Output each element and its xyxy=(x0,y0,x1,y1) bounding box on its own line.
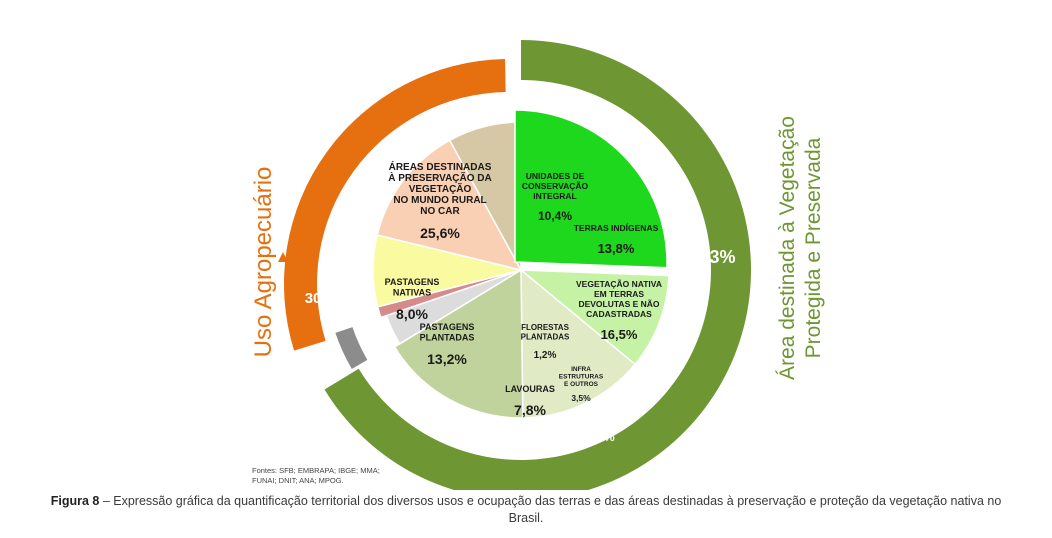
left-arrow-icon xyxy=(278,252,288,262)
right-title-line1: Área destinada à Vegetação xyxy=(776,116,799,380)
outer-value-agro: 30,2% xyxy=(305,290,348,307)
label-car-line: NO CAR xyxy=(420,206,460,217)
caption-label: Figura 8 xyxy=(50,494,100,508)
caption-text: – Expressão gráfica da quantificação ter… xyxy=(99,494,1002,525)
pie-slice-areas-destinadas-a-preservac xyxy=(514,109,668,269)
label-unidades-line: UNIDADES DE xyxy=(526,171,585,181)
label-pastagens-nativas-line: NATIVAS xyxy=(393,288,431,298)
label-terras-line: TERRAS INDÍGENAS xyxy=(574,223,659,233)
source-line-2: FUNAI; DNIT; ANA; MPOG. xyxy=(252,476,344,485)
pie-slice-terras-indigenas xyxy=(520,268,637,419)
label-vegetacao-line: DEVOLUTAS E NÃO xyxy=(578,299,659,309)
pie-slice-pastagens-plantadas xyxy=(376,139,523,272)
label-lavouras-value: 7,8% xyxy=(514,402,546,418)
label-lavouras-line: LAVOURAS xyxy=(505,384,555,394)
label-infra-line: INFRA xyxy=(571,366,591,373)
label-unidades-value: 10,4% xyxy=(538,209,572,223)
source-line-1: Fontes: SFB; EMBRAPA; IBGE; MMA; xyxy=(252,466,380,475)
left-title: Uso Agropecuário xyxy=(250,167,277,358)
label-terras-value: 13,8% xyxy=(598,241,635,256)
label-car-line: VEGETAÇÃO xyxy=(409,182,472,195)
outer-value-vegetacao: 66,3% xyxy=(684,247,735,267)
label-infra-line: E OUTROS xyxy=(564,381,599,388)
label-unidades-line: CONSERVAÇÃO xyxy=(522,181,589,191)
label-vegetacao-line: VEGETAÇÃO NATIVA xyxy=(576,279,662,289)
label-florestas-line: FLORESTAS xyxy=(521,323,570,332)
outer-value-infra: 3,5% xyxy=(587,430,615,444)
pie-slice-unidades-de-conservacao-inte xyxy=(518,269,670,366)
outer-segment-agro-group xyxy=(284,59,506,351)
label-car-line: ÁREAS DESTINADAS xyxy=(389,160,492,173)
label-car-line: NO MUNDO RURAL xyxy=(393,195,486,206)
label-unidades-line: INTEGRAL xyxy=(533,191,576,201)
label-vegetacao-value: 16,5% xyxy=(601,327,638,342)
label-vegetacao-line: CADASTRADAS xyxy=(586,309,652,319)
label-florestas-value: 1,2% xyxy=(534,350,557,361)
label-infra-value: 3,5% xyxy=(571,393,591,403)
label-pastagens-plantadas-value: 13,2% xyxy=(427,351,467,367)
label-infra-line: ESTRUTURAS xyxy=(559,374,604,381)
figure-caption: Figura 8 – Expressão gráfica da quantifi… xyxy=(40,493,1012,527)
label-vegetacao-line: EM TERRAS xyxy=(594,289,644,299)
label-lavouras: LAVOURAS 7,8% xyxy=(505,384,555,418)
label-pastagens-plantadas-line: PLANTADAS xyxy=(420,333,475,343)
right-title-line2: Protegida e Preservada xyxy=(802,137,825,358)
label-florestas-line: PLANTADAS xyxy=(521,333,570,342)
label-car-line: À PRESERVAÇÃO DA xyxy=(388,171,492,184)
outer-segment-agro xyxy=(284,59,506,351)
label-terras: TERRAS INDÍGENAS 13,8% xyxy=(574,223,659,256)
label-pastagens-plantadas-line: PASTAGENS xyxy=(420,322,475,332)
label-pastagens-nativas-value: 8,0% xyxy=(396,306,428,322)
pie-slice-vegetacao-nativa-em-terras-d xyxy=(393,268,524,419)
label-pastagens-nativas-line: PASTAGENS xyxy=(385,277,440,287)
label-car-value: 25,6% xyxy=(420,225,460,241)
outer-segment-infra xyxy=(335,327,368,369)
